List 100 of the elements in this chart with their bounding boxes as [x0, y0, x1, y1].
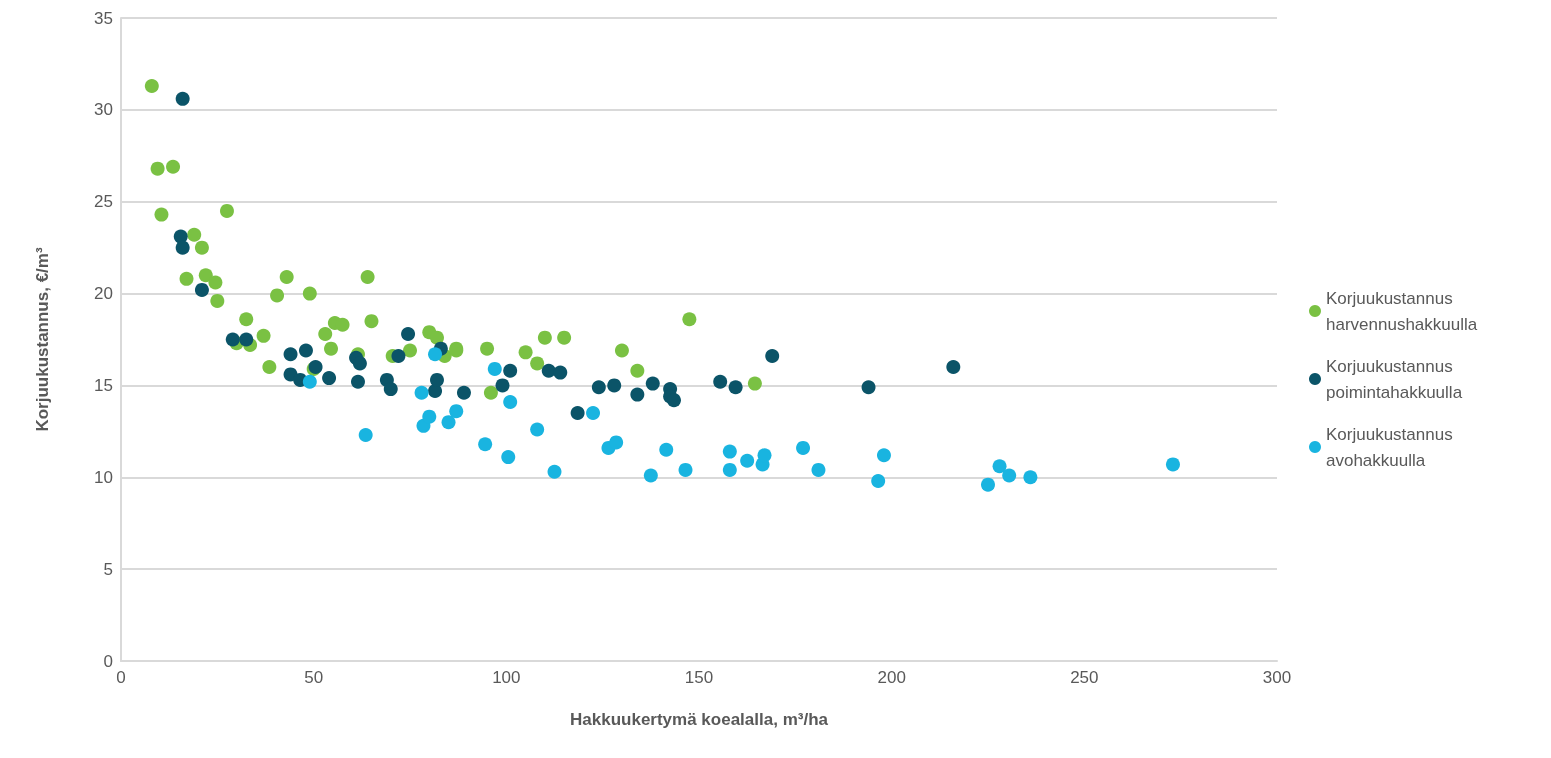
point — [1002, 468, 1017, 483]
point — [607, 378, 622, 393]
point — [591, 380, 606, 395]
point — [483, 385, 498, 400]
point — [154, 207, 169, 222]
x-tick-label: 50 — [304, 668, 324, 687]
point — [609, 435, 624, 450]
y-tick-label: 0 — [103, 651, 113, 671]
point — [659, 442, 674, 457]
point — [643, 468, 658, 483]
point — [187, 227, 202, 242]
legend-label: Korjuukustannus avohakkuulla — [1326, 424, 1458, 470]
point — [144, 78, 159, 93]
point — [166, 159, 181, 174]
point — [728, 380, 743, 395]
point — [194, 282, 209, 297]
point — [391, 349, 406, 364]
point — [645, 376, 660, 391]
point — [150, 161, 165, 176]
point — [358, 428, 373, 443]
point — [318, 326, 333, 341]
point — [403, 343, 417, 358]
point — [861, 380, 876, 395]
point — [179, 271, 194, 286]
point — [981, 477, 995, 492]
point — [678, 462, 693, 477]
point — [175, 240, 190, 255]
point — [570, 405, 585, 420]
point — [429, 330, 444, 345]
point — [811, 462, 826, 477]
point — [283, 347, 298, 362]
point — [1023, 470, 1038, 485]
point — [256, 328, 271, 343]
point — [614, 343, 629, 358]
point — [503, 363, 518, 378]
point — [175, 91, 190, 106]
point — [740, 453, 755, 468]
point — [422, 409, 437, 424]
y-tick-label: 5 — [103, 559, 113, 579]
point — [322, 371, 337, 386]
point — [501, 450, 516, 465]
point — [747, 376, 762, 391]
x-tick-label: 200 — [877, 668, 906, 687]
point — [429, 372, 444, 387]
point — [495, 378, 510, 393]
point — [239, 312, 254, 327]
point — [871, 473, 886, 488]
point — [630, 387, 645, 402]
point — [586, 405, 601, 420]
y-tick-label: 10 — [94, 467, 113, 487]
point — [480, 341, 495, 356]
point — [876, 448, 891, 463]
point — [210, 293, 225, 308]
point — [630, 363, 645, 378]
point — [279, 270, 294, 285]
point — [503, 394, 518, 409]
point — [428, 347, 443, 362]
point — [414, 385, 429, 400]
x-tick-label: 100 — [492, 668, 521, 687]
point — [270, 288, 285, 303]
point — [722, 444, 737, 459]
point — [324, 341, 339, 356]
point — [350, 374, 365, 389]
point — [360, 270, 375, 285]
point — [383, 382, 398, 397]
y-tick-label: 35 — [94, 8, 113, 28]
x-tick-label: 0 — [116, 668, 126, 687]
point — [530, 422, 545, 437]
point — [208, 275, 223, 290]
y-axis-title: Korjuukustannus, €/m³ — [33, 247, 52, 432]
point — [722, 462, 737, 477]
point — [335, 317, 350, 332]
point — [1165, 457, 1180, 472]
x-tick-label: 250 — [1070, 668, 1099, 687]
point — [401, 326, 416, 341]
point — [757, 448, 772, 463]
point — [441, 415, 456, 430]
point — [553, 365, 568, 380]
point — [478, 437, 493, 452]
point — [449, 404, 464, 419]
point — [666, 393, 681, 408]
y-tick-label: 30 — [94, 100, 113, 120]
point — [298, 343, 313, 358]
point — [557, 330, 572, 345]
point — [713, 374, 728, 389]
x-tick-label: 300 — [1262, 668, 1292, 687]
point — [682, 312, 697, 327]
point — [239, 332, 254, 347]
point — [302, 374, 317, 389]
point — [547, 464, 562, 479]
x-axis-title: Hakkuukertymä koealalla, m³/ha — [570, 710, 829, 729]
point — [530, 356, 545, 371]
point — [765, 349, 780, 364]
legend-label: Korjuukustannus poimintahakkuulla — [1326, 356, 1463, 402]
y-tick-label: 15 — [94, 375, 113, 395]
y-tick-label: 25 — [94, 192, 113, 212]
point — [198, 268, 213, 283]
point — [262, 360, 277, 375]
point — [518, 345, 533, 360]
x-tick-label: 150 — [684, 668, 714, 687]
